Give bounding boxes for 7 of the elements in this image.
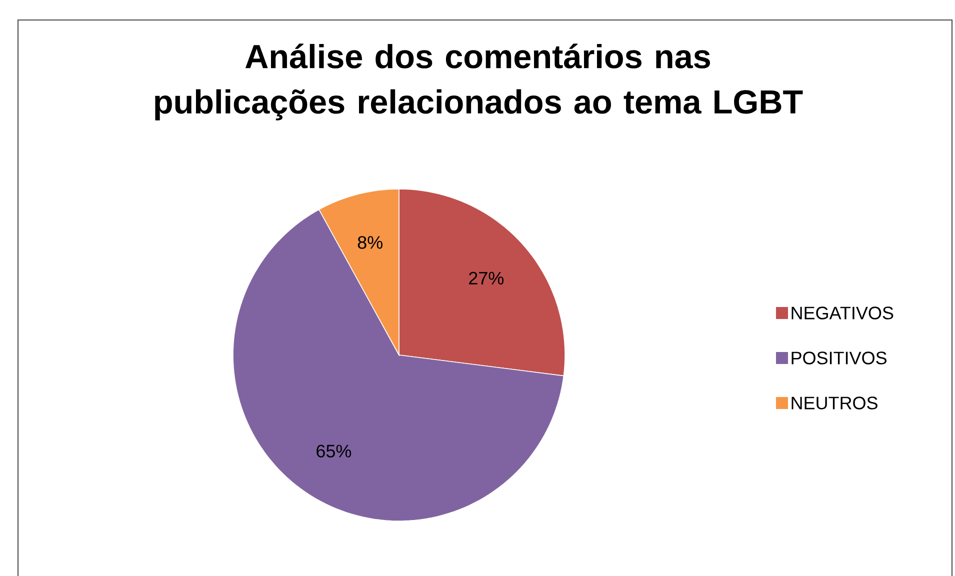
data-label: 8%	[358, 236, 382, 249]
legend-label: NEUTROS	[792, 396, 878, 410]
chart-title: Análise dos comentários nas publicações relacionados ao tema LGBT	[155, 44, 803, 120]
legend-label: NEGATIVOS	[792, 306, 894, 320]
data-label: 27%	[469, 272, 504, 284]
legend-label: POSITIVOS	[792, 352, 886, 364]
data-label: 65%	[316, 444, 352, 458]
